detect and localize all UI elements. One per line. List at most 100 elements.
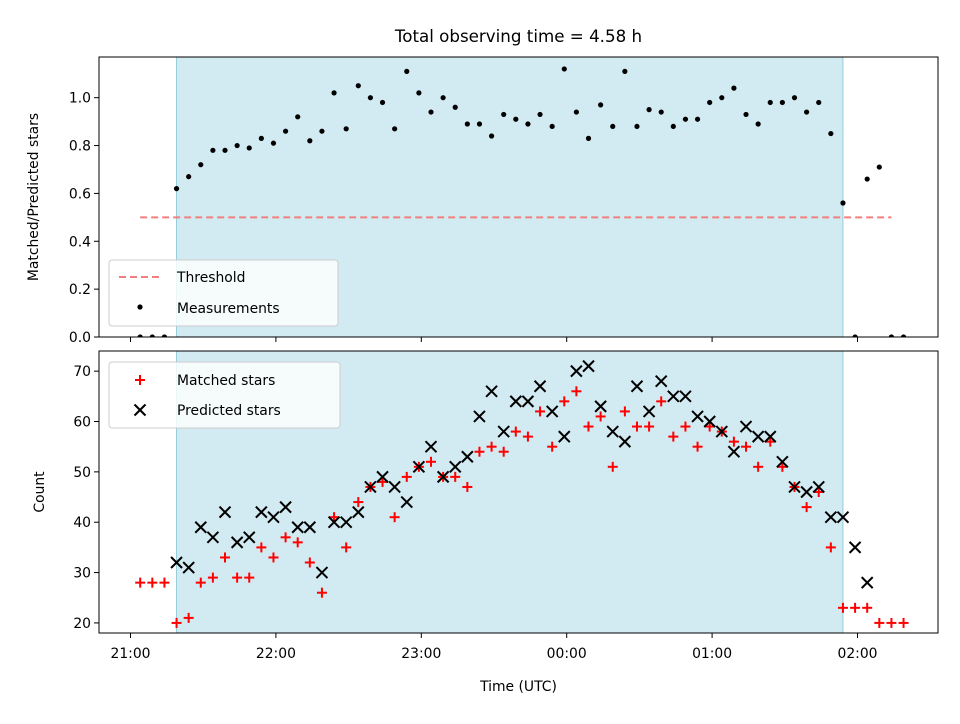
matched-stars-point [644,421,655,432]
matched-stars-point [510,426,521,437]
predicted-stars-point [545,405,559,418]
predicted-stars-point [727,445,741,458]
y-tick-label: 0.8 [69,139,91,155]
matched-stars-point [607,461,618,472]
y-tick-label: 20 [73,616,91,632]
legend-predicted-label: Predicted stars [177,403,281,419]
predicted-stars-point [509,395,523,408]
measurements-point [367,95,374,101]
predicted-stars-point [739,420,753,433]
predicted-stars-point [303,521,317,534]
x-tick-label: 02:00 [837,646,877,662]
measurements-point [779,99,785,106]
x-axis-label: Time (UTC) [479,679,557,695]
matched-stars-point [886,617,897,628]
predicted-stars-point [751,430,765,443]
measurements-point [198,162,204,168]
matched-stars-point [522,431,533,442]
predicted-stars-point [703,415,716,428]
measurements-point [355,83,361,89]
predicted-stars-point [218,505,232,519]
measurements-point [816,99,822,106]
measurements-point [755,121,761,127]
measurements-point [186,174,192,180]
predicted-stars-point [449,460,462,474]
matched-stars-point [280,532,291,543]
matched-stars-point [619,406,630,417]
predicted-stars-point [364,480,377,494]
predicted-stars-point [582,359,595,373]
measurements-point [210,147,216,153]
predicted-stars-point [691,410,704,423]
matched-stars-point [741,441,752,452]
y-tick-label: 50 [73,465,91,481]
measurements-point [501,111,507,118]
predicted-stars-point [352,505,365,519]
measurements-point [161,334,168,337]
measurements-point [828,130,834,137]
predicted-stars-point [279,500,292,514]
measurements-point [379,99,386,106]
matched-stars-point [135,577,146,588]
predicted-stars-point [388,480,401,494]
matched-stars-point [825,542,836,553]
predicted-stars-point [291,521,304,534]
count-panel: 20 30 40 50 60 70 21:00 22:00 23:00 00:00 01:00 02:… [32,350,939,695]
measurements-point [888,334,895,337]
measurements-point [743,111,749,118]
measurements-point [682,116,689,122]
matched-stars-point [450,471,461,482]
legend-threshold-label: Threshold [176,270,245,286]
matched-stars-point [377,476,388,487]
x-tick-label: 01:00 [692,646,732,662]
measurements-point [282,128,289,134]
measurements-point [561,66,567,72]
measurements-point [900,334,907,337]
matched-stars-point [668,431,679,442]
predicted-stars-point [655,375,668,388]
matched-stars-point [547,441,558,452]
predicted-stars-point [170,556,183,569]
matched-stars-point [656,396,667,407]
predicted-stars-point [267,510,280,524]
measurements-point [549,123,555,130]
measurements-point [634,123,640,130]
matched-stars-point [329,512,340,523]
matched-stars-point [874,617,885,628]
matched-stars-point [304,557,315,568]
measurements-point [525,121,531,127]
matched-stars-point [559,396,570,407]
legend-matched-swatch [135,375,145,385]
measurements-point [598,102,604,108]
measurements-point [840,200,846,206]
y-axis-label: Matched/Predicted stars [26,113,42,281]
matched-stars-point [256,542,267,553]
legend: Threshold Measurements [108,259,339,327]
x-tick-label: 00:00 [547,646,587,662]
matched-stars-point [341,542,352,553]
matched-stars-point [207,572,218,583]
predicted-stars-point [243,531,256,544]
measurements-point [137,334,143,337]
matched-stars-point [631,421,642,432]
predicted-stars-point [497,425,510,438]
matched-stars-point [220,552,231,563]
measurements-point [270,140,277,146]
measurements-point [452,104,458,110]
matched-stars-point [462,481,473,492]
matched-stars-point [728,436,739,447]
measurements-point [234,142,240,149]
measurements-point [246,145,252,151]
measurements-point [876,164,882,170]
legend-measurements-label: Measurements [177,301,280,317]
measurements-point [464,121,470,127]
predicted-stars-point [848,541,862,554]
predicted-stars-point [667,390,680,403]
predicted-stars-point [533,380,547,393]
measurements-point [476,121,483,127]
measurements-point [513,116,519,122]
matched-stars-point [316,587,327,598]
predicted-stars-point [315,566,329,579]
predicted-stars-point [327,516,341,529]
predicted-stars-point [230,536,244,549]
